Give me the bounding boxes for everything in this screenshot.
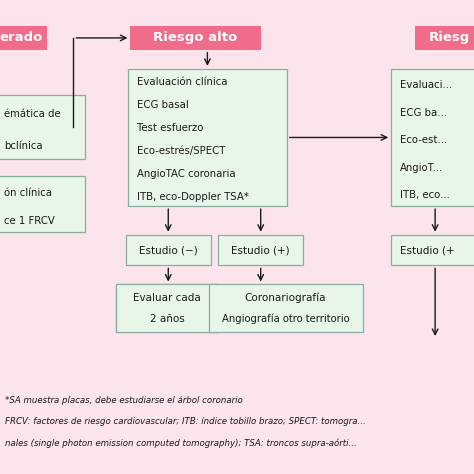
FancyBboxPatch shape [116,284,218,332]
Text: Eco-estrés/SPECT: Eco-estrés/SPECT [137,146,225,156]
FancyBboxPatch shape [391,235,474,265]
Text: FRCV: factores de riesgo cardiovascular; ITB: índice tobillo brazo; SPECT: tomog: FRCV: factores de riesgo cardiovascular;… [5,418,365,426]
Text: ECG ba...: ECG ba... [400,108,447,118]
Text: ECG basal: ECG basal [137,100,188,110]
FancyBboxPatch shape [0,95,85,159]
Text: Angiografía otro territorio: Angiografía otro territorio [222,313,349,324]
Text: ce 1 FRCV: ce 1 FRCV [4,216,55,226]
Text: Evaluaci...: Evaluaci... [400,80,452,90]
Text: Test esfuerzo: Test esfuerzo [137,123,203,133]
FancyBboxPatch shape [0,26,47,50]
Text: erado: erado [0,31,43,45]
Text: ITB, eco...: ITB, eco... [400,190,449,200]
FancyBboxPatch shape [218,235,303,265]
Text: émática de: émática de [4,109,60,119]
FancyBboxPatch shape [0,176,85,232]
Text: Evaluar cada: Evaluar cada [133,292,201,303]
Text: *SA muestra placas, debe estudiarse el árbol coronario: *SA muestra placas, debe estudiarse el á… [5,396,243,405]
Text: ITB, eco-Doppler TSA*: ITB, eco-Doppler TSA* [137,192,248,202]
Text: nales (single photon emission computed tomography); TSA: troncos supra-aórti...: nales (single photon emission computed t… [5,438,356,448]
Text: bclínica: bclínica [4,141,42,151]
FancyBboxPatch shape [391,69,474,206]
Text: Riesgo alto: Riesgo alto [154,31,237,45]
Text: Coronariografía: Coronariografía [245,292,326,303]
Text: Riesg: Riesg [428,31,470,45]
FancyBboxPatch shape [209,284,363,332]
FancyBboxPatch shape [128,69,287,206]
Text: ón clínica: ón clínica [4,188,52,198]
FancyBboxPatch shape [116,284,218,332]
Text: 2 años: 2 años [150,313,184,324]
Text: Eco-est...: Eco-est... [400,135,447,145]
Text: AngioT...: AngioT... [400,163,443,173]
FancyBboxPatch shape [415,26,474,50]
Text: Estudio (−): Estudio (−) [139,245,198,255]
Text: Estudio (+): Estudio (+) [231,245,290,255]
Text: Evaluación clínica: Evaluación clínica [137,77,227,88]
Text: Estudio (+: Estudio (+ [400,245,454,255]
FancyBboxPatch shape [130,26,261,50]
FancyBboxPatch shape [126,235,211,265]
Text: AngioTAC coronaria: AngioTAC coronaria [137,169,235,179]
